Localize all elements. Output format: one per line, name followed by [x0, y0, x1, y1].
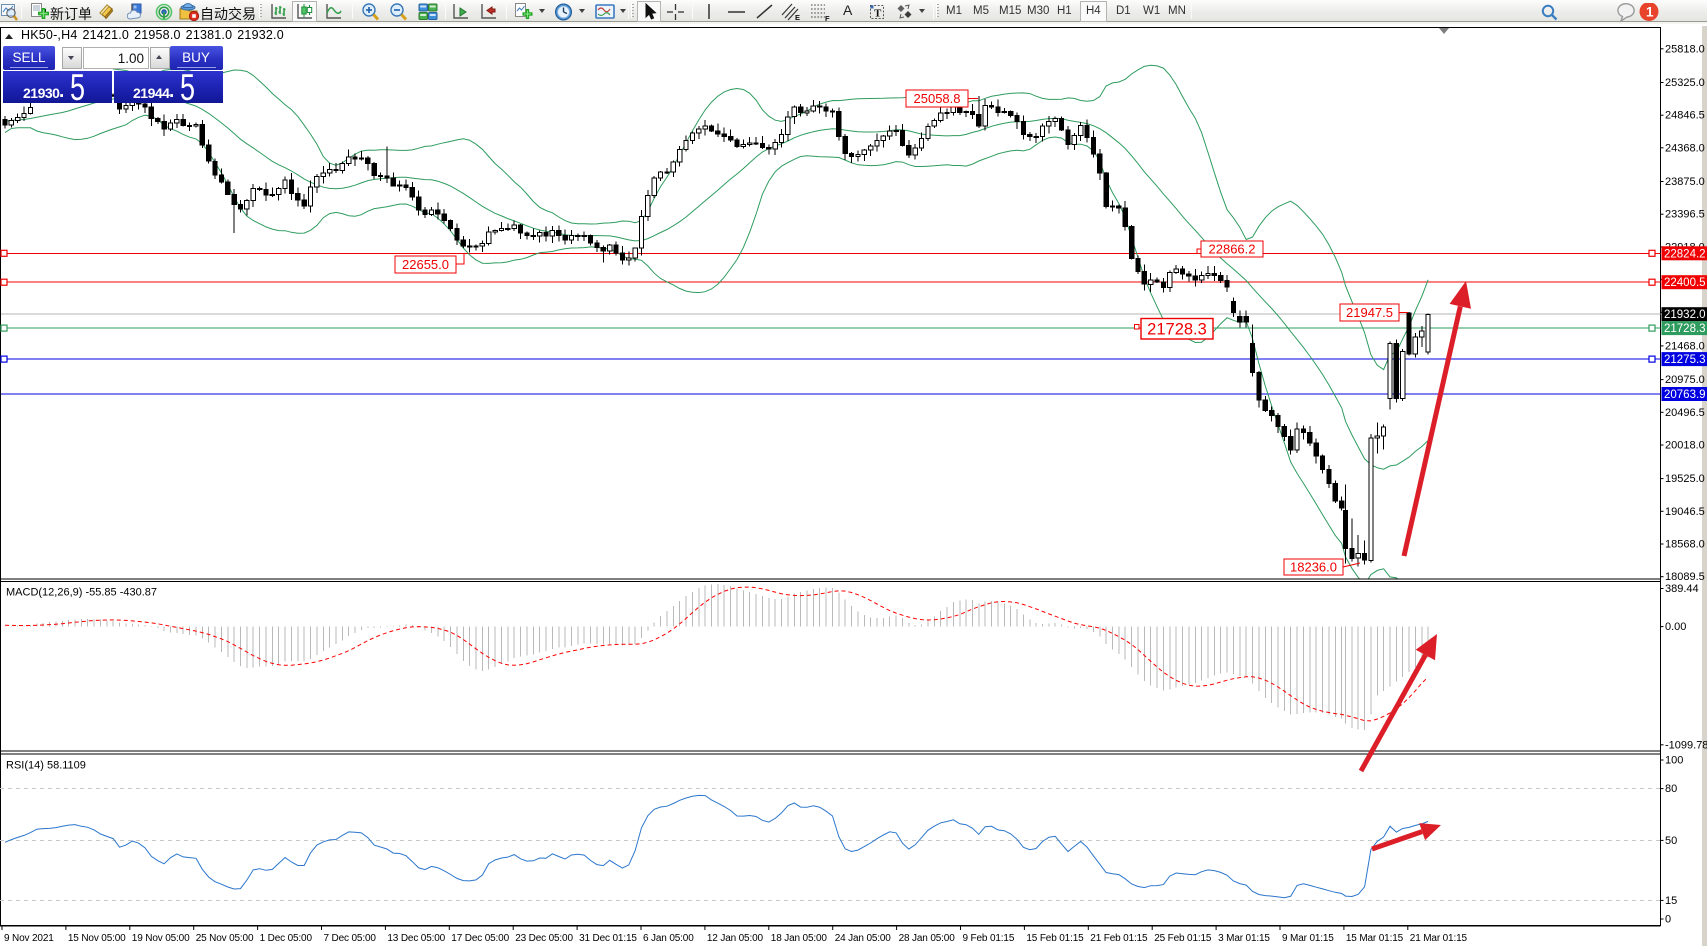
svg-text:100: 100 [1665, 755, 1683, 767]
svg-text:23875.0: 23875.0 [1665, 176, 1705, 188]
svg-text:18089.5: 18089.5 [1665, 571, 1705, 583]
svg-text:21 Mar 01:15: 21 Mar 01:15 [1410, 933, 1468, 944]
svg-text:3 Mar 01:15: 3 Mar 01:15 [1218, 933, 1270, 944]
svg-text:21468.0: 21468.0 [1665, 340, 1705, 352]
svg-text:22866.2: 22866.2 [1209, 242, 1256, 257]
svg-text:21947.5: 21947.5 [1346, 305, 1393, 320]
svg-text:18568.0: 18568.0 [1665, 539, 1705, 551]
svg-text:RSI(14) 58.1109: RSI(14) 58.1109 [6, 760, 86, 772]
svg-text:21728.3: 21728.3 [1664, 323, 1706, 335]
svg-text:17 Dec 05:00: 17 Dec 05:00 [451, 933, 509, 944]
svg-text:13 Dec 05:00: 13 Dec 05:00 [387, 933, 445, 944]
svg-text:24368.0: 24368.0 [1665, 142, 1705, 154]
svg-text:22655.0: 22655.0 [402, 257, 449, 272]
svg-text:18236.0: 18236.0 [1290, 560, 1337, 575]
svg-text:20496.5: 20496.5 [1665, 407, 1705, 419]
svg-text:80: 80 [1665, 783, 1677, 795]
svg-text:-1099.78: -1099.78 [1665, 739, 1707, 751]
svg-text:9 Mar 01:15: 9 Mar 01:15 [1282, 933, 1334, 944]
svg-text:24846.5: 24846.5 [1665, 110, 1705, 122]
svg-text:MACD(12,26,9) -55.85 -430.87: MACD(12,26,9) -55.85 -430.87 [6, 587, 157, 599]
svg-text:25325.0: 25325.0 [1665, 77, 1705, 89]
svg-text:19525.0: 19525.0 [1665, 473, 1705, 485]
svg-text:15 Feb 01:15: 15 Feb 01:15 [1026, 933, 1084, 944]
svg-text:21 Feb 01:15: 21 Feb 01:15 [1090, 933, 1148, 944]
svg-text:22824.2: 22824.2 [1664, 248, 1706, 260]
svg-text:21728.3: 21728.3 [1147, 321, 1207, 339]
svg-text:23396.5: 23396.5 [1665, 209, 1705, 221]
svg-text:9 Nov 2021: 9 Nov 2021 [4, 933, 54, 944]
svg-text:1: 1 [1646, 5, 1654, 20]
svg-text:20763.9: 20763.9 [1664, 389, 1706, 401]
svg-text:21275.3: 21275.3 [1664, 354, 1706, 366]
svg-text:7 Dec 05:00: 7 Dec 05:00 [324, 933, 377, 944]
svg-text:31 Dec 01:15: 31 Dec 01:15 [579, 933, 637, 944]
svg-text:9 Feb 01:15: 9 Feb 01:15 [963, 933, 1015, 944]
svg-text:23 Dec 05:00: 23 Dec 05:00 [515, 933, 573, 944]
svg-text:22400.5: 22400.5 [1664, 277, 1706, 289]
svg-text:28 Jan 05:00: 28 Jan 05:00 [899, 933, 956, 944]
svg-text:20975.0: 20975.0 [1665, 374, 1705, 386]
svg-text:19 Nov 05:00: 19 Nov 05:00 [132, 933, 190, 944]
svg-text:0: 0 [1665, 914, 1671, 926]
svg-text:20018.0: 20018.0 [1665, 440, 1705, 452]
svg-text:F: F [825, 14, 830, 22]
svg-text:15: 15 [1665, 895, 1677, 907]
svg-text:E: E [795, 13, 800, 22]
svg-text:15 Nov 05:00: 15 Nov 05:00 [68, 933, 126, 944]
svg-text:19046.5: 19046.5 [1665, 506, 1705, 518]
svg-text:389.44: 389.44 [1665, 583, 1699, 595]
svg-text:50: 50 [1665, 835, 1677, 847]
svg-text:25 Feb 01:15: 25 Feb 01:15 [1154, 933, 1212, 944]
svg-text:1 Dec 05:00: 1 Dec 05:00 [260, 933, 313, 944]
svg-text:0.00: 0.00 [1665, 621, 1686, 633]
svg-text:25058.8: 25058.8 [914, 91, 961, 106]
svg-text:T: T [874, 8, 882, 20]
svg-text:18 Jan 05:00: 18 Jan 05:00 [771, 933, 828, 944]
svg-text:25818.0: 25818.0 [1665, 43, 1705, 55]
svg-text:6 Jan 05:00: 6 Jan 05:00 [643, 933, 694, 944]
svg-text:25 Nov 05:00: 25 Nov 05:00 [196, 933, 254, 944]
svg-text:15 Mar 01:15: 15 Mar 01:15 [1346, 933, 1404, 944]
svg-text:21932.0: 21932.0 [1664, 309, 1706, 321]
svg-text:12 Jan 05:00: 12 Jan 05:00 [707, 933, 764, 944]
svg-text:24 Jan 05:00: 24 Jan 05:00 [835, 933, 892, 944]
